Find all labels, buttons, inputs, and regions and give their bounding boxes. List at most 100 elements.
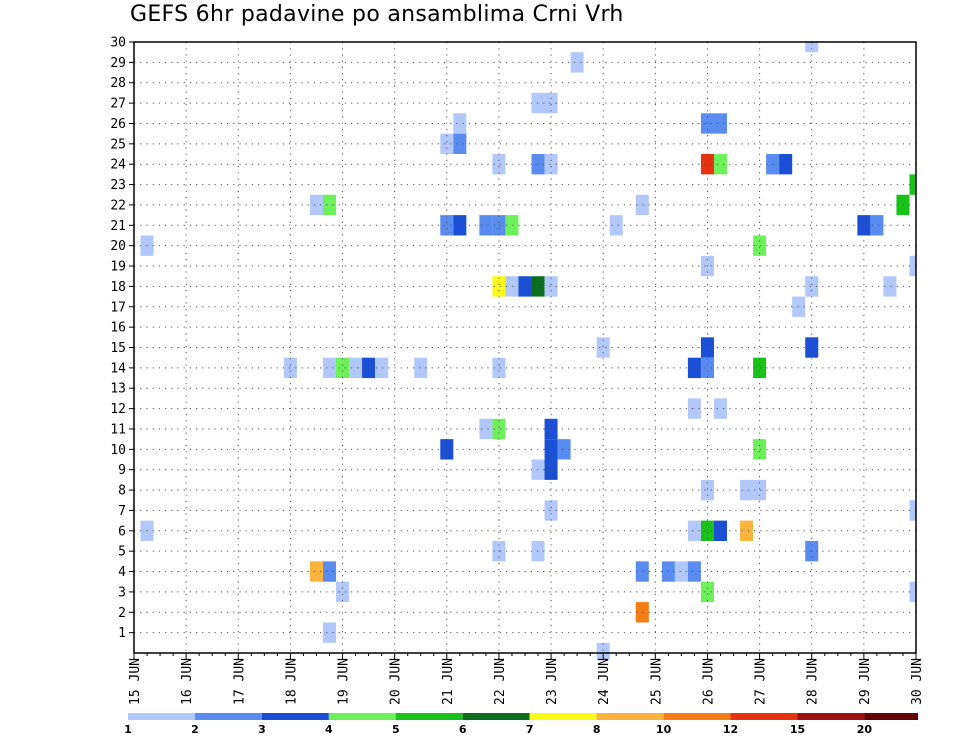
data-cell (635, 561, 649, 582)
colorbar-label: 20 (857, 723, 873, 736)
data-cell (687, 357, 701, 379)
data-cell (687, 561, 701, 582)
data-cell (687, 520, 701, 541)
y-tick-label: 26 (110, 117, 126, 132)
y-tick-label: 21 (110, 219, 126, 234)
data-cell (700, 581, 714, 603)
data-cell (805, 276, 819, 297)
x-tick-label: 21 JUN (441, 658, 456, 705)
data-cell (322, 194, 337, 216)
chart-title: GEFS 6hr padavine po ansamblima Crni Vrh (130, 2, 624, 27)
y-tick-label: 23 (110, 178, 126, 193)
data-cell (909, 255, 916, 277)
data-cell (700, 154, 714, 175)
x-tick-label: 28 JUN (806, 658, 821, 705)
colorbar-swatch (864, 713, 918, 720)
colorbar-swatch (462, 713, 530, 720)
y-tick-label: 17 (110, 300, 126, 315)
colorbar-swatch (730, 713, 798, 720)
colorbar-label: 10 (656, 723, 672, 736)
colorbar-swatch (328, 713, 396, 720)
y-tick-label: 24 (110, 158, 126, 173)
data-cell (753, 235, 767, 256)
y-tick-label: 12 (110, 402, 126, 417)
y-tick-label: 3 (118, 585, 126, 600)
data-cell (805, 41, 819, 53)
x-tick-label: 30 JUN (910, 658, 925, 705)
data-cell (753, 479, 767, 501)
y-tick-label: 16 (110, 321, 126, 336)
y-tick-label: 13 (110, 382, 126, 397)
colorbar-swatch (529, 713, 597, 720)
data-cell (805, 337, 819, 358)
data-cell (479, 418, 493, 440)
data-cell (349, 357, 363, 379)
data-cell (713, 398, 728, 419)
data-cell (336, 357, 350, 379)
data-cell (700, 520, 714, 541)
colorbar-label: 5 (392, 723, 400, 736)
data-cell (492, 154, 506, 175)
colorbar-swatch (128, 713, 195, 720)
data-cell (453, 113, 467, 134)
y-tick-label: 27 (110, 97, 126, 112)
x-axis: 15 JUN 16 JUN 17 JUN 18 JUN 19 JUN 20 JUN 21 J… (128, 653, 925, 705)
data-cell (453, 133, 467, 155)
x-tick-label: 17 JUN (232, 658, 247, 705)
data-cell (740, 479, 754, 501)
x-tick-label: 27 JUN (754, 658, 769, 705)
data-cell (505, 276, 519, 297)
y-tick-label: 14 (110, 361, 126, 376)
colorbar-label: 8 (593, 723, 601, 736)
colorbar-swatch (261, 713, 329, 720)
y-tick-label: 15 (110, 341, 126, 356)
colorbar-label: 12 (723, 723, 738, 736)
y-tick-label: 30 (110, 36, 126, 51)
x-tick-label: 29 JUN (858, 658, 873, 705)
data-cell (492, 276, 506, 297)
y-tick-label: 2 (118, 606, 126, 621)
data-cell (309, 194, 323, 216)
colorbar-label: 4 (325, 723, 333, 736)
y-axis: 1234567891011121314151617181920212223242… (110, 36, 134, 641)
data-cell (336, 581, 350, 603)
colorbar-label: 7 (526, 723, 534, 736)
colorbar-label: 6 (459, 723, 467, 736)
colorbar-legend: 1 2 3 4 5 6 7 8 10 12 15 20 (124, 713, 918, 736)
data-cell (713, 520, 728, 541)
data-cell (713, 113, 728, 134)
data-cell (635, 602, 649, 623)
data-cell (414, 357, 428, 379)
data-cell (544, 418, 558, 440)
y-tick-label: 22 (110, 198, 126, 213)
data-cell (544, 459, 558, 480)
colorbar-swatch (663, 713, 731, 720)
x-tick-label: 26 JUN (701, 658, 716, 705)
y-tick-label: 25 (110, 137, 126, 152)
x-tick-label: 16 JUN (180, 658, 195, 705)
x-tick-label: 18 JUN (284, 658, 299, 705)
y-tick-label: 6 (118, 524, 126, 539)
y-tick-label: 11 (110, 422, 126, 437)
data-cell (909, 174, 916, 195)
x-tick-label: 23 JUN (545, 658, 560, 705)
data-cell (713, 154, 728, 175)
data-cell (753, 439, 767, 460)
data-cell (609, 215, 623, 236)
data-cell (883, 276, 897, 297)
y-tick-label: 9 (118, 463, 126, 478)
data-cell (440, 439, 454, 460)
y-tick-label: 7 (118, 504, 126, 519)
data-cell (544, 439, 558, 460)
data-cell (909, 581, 916, 603)
y-tick-label: 19 (110, 260, 126, 275)
colorbar-swatch (395, 713, 463, 720)
data-cell (857, 215, 871, 236)
data-cell (700, 337, 714, 358)
data-cell (596, 337, 610, 358)
x-tick-label: 25 JUN (649, 658, 664, 705)
colorbar-label: 3 (258, 723, 266, 736)
colorbar-label: 15 (790, 723, 805, 736)
data-cell (753, 357, 767, 379)
